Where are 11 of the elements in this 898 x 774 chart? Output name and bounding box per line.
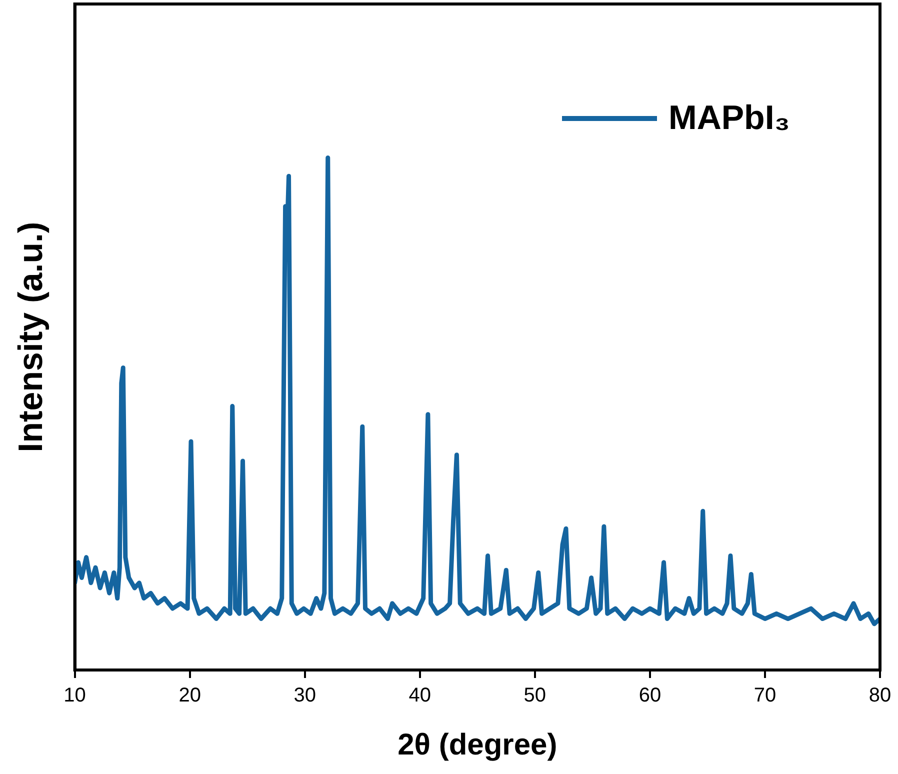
x-tick-label: 30 bbox=[294, 684, 316, 707]
x-axis-title: 2θ (degree) bbox=[398, 728, 558, 762]
y-axis-title: Intensity (a.u.) bbox=[12, 222, 50, 452]
x-tick-label: 60 bbox=[638, 684, 662, 707]
x-tick-label: 70 bbox=[754, 684, 776, 707]
x-tick-label: 10 bbox=[64, 684, 86, 707]
x-tick-label: 50 bbox=[524, 684, 546, 707]
legend-label: MAPbI₃ bbox=[668, 99, 790, 138]
x-tick-label: 40 bbox=[408, 684, 432, 707]
x-tick-label: 80 bbox=[868, 684, 892, 707]
x-tick-label: 20 bbox=[178, 684, 201, 707]
